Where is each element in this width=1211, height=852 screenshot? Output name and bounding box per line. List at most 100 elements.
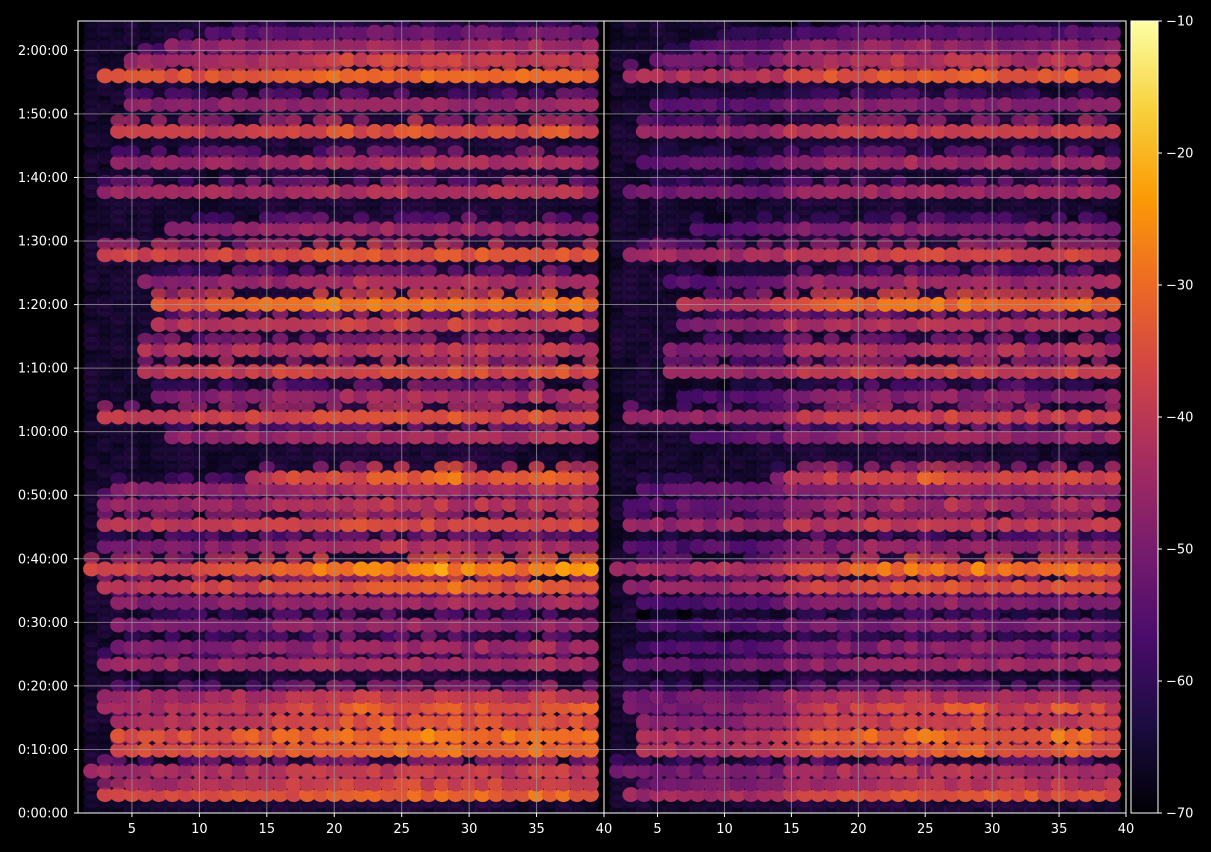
heat-cell: [96, 777, 114, 790]
heat-cell: [137, 561, 154, 577]
heat-cell: [245, 332, 262, 345]
heat-cell: [164, 21, 181, 29]
heat-cell: [555, 579, 572, 595]
heat-cell: [244, 579, 262, 595]
heat-cell: [271, 656, 289, 672]
heat-cell: [514, 742, 532, 758]
heat-cell: [568, 728, 586, 744]
heat-cell: [204, 561, 222, 577]
heat-cell: [271, 776, 289, 792]
heat-cell: [366, 460, 383, 473]
heat-cell: [501, 529, 518, 542]
heat-cell: [285, 538, 303, 554]
heat-cell: [164, 776, 181, 792]
heat-cell: [541, 776, 559, 792]
heat-cell: [568, 776, 586, 792]
heat-cell: [164, 713, 181, 729]
heat-cell: [420, 579, 438, 595]
heat-cell: [352, 713, 370, 729]
heat-cell: [582, 787, 599, 803]
heat-cell: [501, 776, 518, 792]
heat-cell: [568, 561, 586, 577]
heat-cell: [218, 608, 235, 621]
heat-cell: [177, 538, 195, 554]
heat-cell: [541, 656, 559, 672]
heat-cell: [204, 763, 222, 779]
heat-cell: [271, 728, 289, 744]
heat-cell: [110, 754, 127, 767]
heat-cell: [110, 617, 127, 633]
heat-cell: [312, 538, 330, 554]
heat-cell: [164, 529, 181, 542]
heat-cell: [487, 713, 505, 729]
heat-cell: [568, 332, 586, 345]
heat-cell: [514, 517, 532, 533]
heat-cell: [447, 689, 465, 705]
heat-cell: [379, 517, 397, 533]
heat-cell: [96, 579, 114, 595]
heat-cell: [406, 742, 424, 758]
heat-cell: [110, 763, 127, 779]
heat-cell: [177, 517, 195, 533]
heat-cell: [433, 728, 451, 744]
heat-cell: [352, 561, 370, 577]
heat-cell: [299, 332, 316, 345]
heat-cell: [447, 787, 465, 803]
heat-cell: [434, 551, 451, 564]
heat-cell: [312, 608, 329, 621]
heat-cell: [271, 579, 289, 595]
heat-cell: [244, 787, 262, 803]
heat-cell: [555, 713, 572, 729]
heat-cell: [204, 656, 222, 672]
heat-cell: [110, 472, 127, 485]
heat-cell: [177, 579, 195, 595]
heat-cell: [582, 595, 599, 611]
heat-cell: [150, 728, 168, 744]
heat-cell: [487, 742, 505, 758]
heat-cell: [204, 699, 222, 715]
heat-cell: [96, 699, 114, 715]
heat-cell: [474, 561, 491, 577]
heat-cell: [487, 517, 505, 533]
heat-cell: [298, 699, 316, 715]
heat-cell: [555, 639, 572, 655]
heat-cell: [218, 551, 235, 564]
heat-cell: [352, 763, 370, 779]
heat-cell: [555, 763, 572, 779]
heat-cell: [204, 517, 222, 533]
heat-cell: [164, 787, 181, 803]
heat-cell: [514, 639, 532, 655]
heat-cell: [312, 579, 330, 595]
heat-cell: [110, 551, 127, 564]
heat-cell: [447, 728, 465, 744]
heat-cell: [433, 763, 451, 779]
heat-cell: [420, 728, 438, 744]
heat-cell: [568, 529, 586, 542]
heat-cell: [447, 656, 465, 672]
heat-cell: [501, 742, 518, 758]
heat-cell: [420, 763, 438, 779]
heat-cell: [541, 630, 559, 643]
heat-cell: [150, 617, 168, 633]
heat-cell: [298, 579, 316, 595]
heat-cell: [433, 538, 451, 554]
heat-cell: [568, 617, 586, 633]
heat-cell: [406, 595, 424, 611]
heat-cell: [244, 595, 262, 611]
heat-cell: [420, 639, 438, 655]
heat-cell: [474, 656, 491, 672]
heat-cell: [271, 538, 289, 554]
heat-cell: [352, 538, 370, 554]
heat-cell: [231, 699, 249, 715]
heat-cell: [541, 787, 559, 803]
heat-cell: [339, 538, 357, 554]
heat-cell: [474, 551, 491, 564]
heat-cell: [204, 595, 222, 611]
heat-cell: [366, 561, 384, 577]
heat-cell: [352, 639, 370, 655]
heat-cell: [110, 595, 127, 611]
heat-cell: [96, 763, 114, 779]
heat-cell: [150, 713, 168, 729]
heat-cell: [150, 538, 168, 554]
heat-cell: [501, 561, 518, 577]
